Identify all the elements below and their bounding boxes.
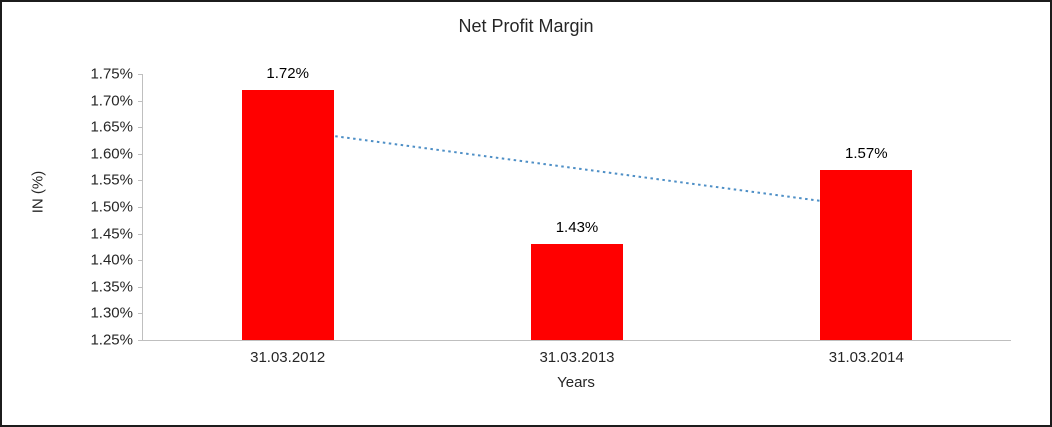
x-tick-label: 31.03.2013 bbox=[539, 349, 615, 366]
x-tick-label: 31.03.2014 bbox=[828, 349, 904, 366]
y-tick-label: 1.55% bbox=[90, 171, 133, 189]
y-tick-label: 1.35% bbox=[90, 278, 133, 296]
y-tick-label: 1.70% bbox=[90, 92, 133, 110]
y-tick-label: 1.75% bbox=[90, 65, 133, 83]
y-tick-mark bbox=[138, 127, 143, 129]
y-tick-mark bbox=[138, 100, 143, 102]
y-tick-mark bbox=[138, 153, 143, 155]
y-tick-mark bbox=[138, 313, 143, 315]
bar-value-label: 1.57% bbox=[845, 144, 888, 162]
y-tick-mark bbox=[138, 340, 143, 341]
y-tick-label: 1.25% bbox=[90, 331, 133, 349]
y-tick-label: 1.50% bbox=[90, 198, 133, 216]
bar-value-label: 1.43% bbox=[555, 219, 599, 237]
y-tick-mark bbox=[138, 180, 143, 182]
bar-31.03.2013 bbox=[531, 244, 623, 340]
y-tick-mark bbox=[138, 233, 143, 235]
x-axis-title: Years bbox=[557, 374, 595, 391]
y-tick-label: 1.30% bbox=[90, 304, 133, 322]
y-tick-label: 1.60% bbox=[90, 145, 133, 163]
bar-value-label: 1.72% bbox=[266, 64, 309, 82]
y-tick-mark bbox=[138, 286, 143, 288]
y-tick-label: 1.40% bbox=[90, 251, 133, 269]
y-tick-mark bbox=[138, 74, 143, 75]
y-tick-label: 1.65% bbox=[90, 118, 133, 136]
y-tick-mark bbox=[138, 207, 143, 208]
y-tick-mark bbox=[138, 260, 143, 262]
plot-area: 1.25% 1.30% 1.35% 1.40% 1.45% 1.50% 1.55% 1.60%… bbox=[90, 65, 1011, 366]
chart-title: Net Profit Margin bbox=[458, 16, 594, 36]
y-tick-label: 1.45% bbox=[90, 225, 133, 243]
bar-31.03.2014 bbox=[820, 169, 913, 340]
x-tick-label: 31.03.2012 bbox=[250, 349, 326, 366]
bar-31.03.2012 bbox=[241, 89, 334, 340]
